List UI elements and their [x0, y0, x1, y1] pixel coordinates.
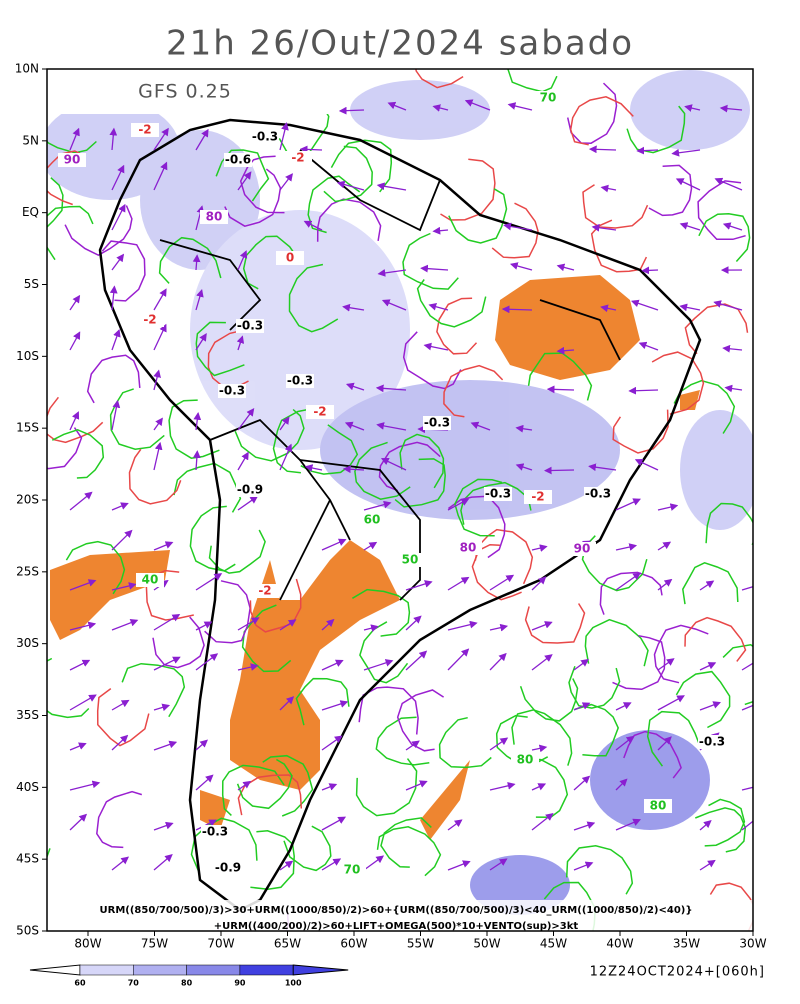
colorbar-label: 100 [285, 979, 302, 988]
contour-label: 50 [402, 553, 419, 567]
lat-label: 5N [22, 133, 39, 147]
colorbar-label: 70 [128, 979, 140, 988]
contour-label: -0.3 [287, 374, 313, 388]
lon-label: 70W [207, 937, 234, 951]
colorbar-label: 90 [234, 979, 246, 988]
contour-label: -2 [258, 584, 271, 598]
contour-label: -2 [291, 151, 304, 165]
lat-label: EQ [22, 205, 39, 219]
lat-label: 10S [16, 349, 39, 363]
lat-label: 35S [16, 708, 39, 722]
contour-label: -0.3 [202, 825, 228, 839]
wind-arrow [630, 390, 658, 391]
lon-label: 35W [673, 937, 700, 951]
contour-label: -0.6 [225, 153, 251, 167]
lat-label: 30S [16, 636, 39, 650]
lon-label: 45W [540, 937, 567, 951]
lat-label: 45S [16, 852, 39, 866]
run-label: 12Z24OCT2024+[060h] [590, 965, 765, 980]
contour-label: 40 [142, 573, 159, 587]
contour-label: -0.9 [215, 861, 241, 875]
contour-label: 80 [206, 210, 223, 224]
model-label: GFS 0.25 [138, 81, 232, 103]
wind-arrow [548, 389, 574, 390]
contour-label: 0 [286, 251, 294, 265]
formula-line: URM((850/700/500)/3)>30+URM((1000/850)/2… [100, 905, 693, 916]
contour-label: 80 [517, 753, 534, 767]
lon-label: 50W [473, 937, 500, 951]
contour-label: -0.3 [585, 487, 611, 501]
contour-label: 80 [460, 541, 477, 555]
colorbar-left [30, 965, 80, 975]
contour-label: -2 [143, 313, 156, 327]
lat-label: 25S [16, 564, 39, 578]
contour-label: -0.3 [237, 319, 263, 333]
wind-arrow [590, 149, 616, 150]
contour-label: -0.3 [485, 487, 511, 501]
lon-label: 75W [141, 937, 168, 951]
contour-label: -0.3 [219, 384, 245, 398]
contour-label: 70 [540, 91, 557, 105]
wind-arrow [503, 309, 532, 310]
colorbar-segment [240, 965, 293, 975]
lat-label: 50S [16, 924, 39, 938]
colorbar-segment [187, 965, 240, 975]
contour-label: 70 [344, 863, 361, 877]
contour-label: -2 [313, 405, 326, 419]
lat-label: 20S [16, 493, 39, 507]
map-area: -2-0.3-0.69080-2070-0.3-2-0.3-0.3-2-0.3-… [0, 31, 776, 958]
colorbar-label: 60 [74, 979, 86, 988]
contour-label: 80 [650, 799, 667, 813]
contour-label: -2 [531, 490, 544, 504]
lon-label: 60W [340, 937, 367, 951]
lon-label: 55W [407, 937, 434, 951]
colorbar: 60 70 80 90 100 [30, 965, 348, 988]
wind-arrow [638, 150, 658, 151]
contour-label: 90 [64, 153, 81, 167]
colorbar-right [293, 965, 348, 975]
colorbar-segment [133, 965, 186, 975]
lon-label: 65W [274, 937, 301, 951]
colorbar-segment [80, 965, 133, 975]
wind-arrow [643, 270, 658, 271]
contour-label: -0.3 [699, 735, 725, 749]
contour-label: 60 [364, 513, 381, 527]
lon-label: 30W [739, 937, 766, 951]
contour-label: -0.3 [424, 416, 450, 430]
lat-label: 10N [15, 62, 39, 76]
contour-label: 90 [574, 542, 591, 556]
lon-label: 40W [606, 937, 633, 951]
contour-label: -2 [138, 123, 151, 137]
lat-label: 15S [16, 421, 39, 435]
colorbar-label: 80 [181, 979, 193, 988]
wind-arrow [340, 110, 364, 111]
lat-label: 40S [16, 780, 39, 794]
contour-label: -0.3 [252, 130, 278, 144]
lon-label: 80W [74, 937, 101, 951]
contour-label: -0.9 [237, 483, 263, 497]
title: 21h 26/Out/2024 sabado [166, 24, 634, 64]
lat-label: 5S [24, 277, 39, 291]
wind-arrow [545, 470, 574, 471]
